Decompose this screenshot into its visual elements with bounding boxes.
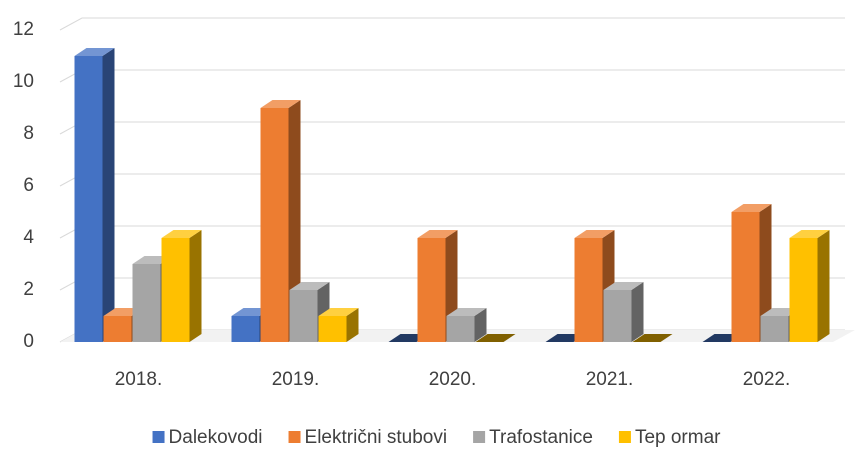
bar [417,238,446,342]
bar [446,316,475,342]
bar [760,316,789,342]
legend-label: Tep ormar [635,427,721,448]
bar [161,238,190,342]
grid-line [59,121,845,135]
bar-side [346,308,359,342]
legend-label: Trafostanice [489,427,593,448]
y-tick-label: 4 [23,227,34,248]
bar [603,290,632,342]
bar [731,212,760,342]
bar-top [417,230,458,238]
bar-top [260,100,301,108]
y-tick-label: 10 [13,71,34,92]
x-tick-label: 2018. [115,369,163,390]
y-tick-label: 12 [13,19,34,40]
bar-top [475,334,516,342]
bar [260,108,289,342]
legend: Dalekovodi Električni stubovi Trafostanice… [152,427,721,448]
bar-side [631,282,644,342]
y-tick-label: 0 [23,331,34,352]
legend-label: Električni stubovi [305,427,448,448]
bar [789,238,818,342]
bar-side [817,230,830,342]
bar-top [289,282,330,290]
bar-top [74,48,115,56]
legend-swatch [473,431,486,443]
legend-swatch [152,431,165,443]
bar-side [189,230,202,342]
grid-line [59,173,845,187]
y-tick-label: 6 [23,175,34,196]
grid-line [59,69,845,83]
grid-line [59,17,845,31]
x-tick-label: 2022. [743,369,791,390]
x-tick-label: 2020. [429,369,477,390]
bar [318,316,347,342]
bar [103,316,132,342]
legend-swatch [618,431,631,443]
y-tick-label: 2 [23,279,34,300]
bar-side [288,100,301,342]
bar-top [161,230,202,238]
bar [289,290,318,342]
bar-top [731,204,772,212]
bar-top [574,230,615,238]
bar-side [759,204,772,342]
legend-swatch [288,431,301,443]
legend-label: Dalekovodi [169,427,263,448]
bar [74,56,103,342]
bar-top [789,230,830,238]
bar-side [102,48,115,342]
bar-top [603,282,644,290]
bar-top [318,308,359,316]
bar-side [474,308,487,342]
bar [132,264,161,342]
bar-top [632,334,673,342]
bar-top [446,308,487,316]
x-tick-label: 2019. [272,369,320,390]
x-tick-label: 2021. [586,369,634,390]
bar [574,238,603,342]
bar [231,316,260,342]
y-tick-label: 8 [23,123,34,144]
